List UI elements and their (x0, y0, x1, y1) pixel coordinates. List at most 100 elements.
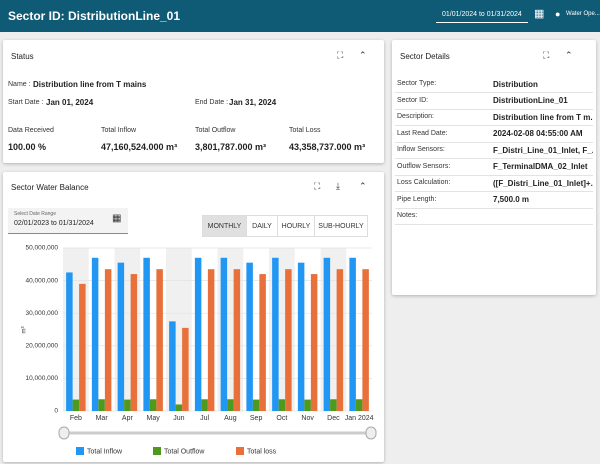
bar (91, 257, 99, 411)
bar (72, 399, 80, 411)
header-date-range[interactable]: 01/01/2024 to 01/31/2024 (436, 11, 528, 23)
status-card (3, 40, 384, 163)
collapse-icon[interactable]: ⌃ (565, 50, 573, 60)
bar (149, 399, 157, 411)
fullscreen-icon[interactable]: ⛶ (337, 50, 344, 60)
legend-swatch (236, 447, 244, 455)
bar (246, 262, 253, 411)
detail-label: Description: (397, 113, 434, 120)
metric-value: 43,358,737.000 m³ (289, 142, 366, 152)
detail-label: Loss Calculation: (397, 179, 451, 186)
bar (278, 399, 286, 411)
row-divider (395, 174, 593, 176)
user-icon[interactable]: ● (555, 9, 561, 19)
bar (169, 321, 176, 411)
detail-value: 2024-02-08 04:55:00 AM (493, 129, 583, 138)
bar (220, 257, 228, 411)
detail-value: F_TerminalDMA_02_Inlet (493, 162, 588, 171)
y-tick-label: 10,000,000 (25, 375, 58, 382)
bar (227, 399, 234, 411)
start-label: Start Date : (8, 99, 44, 106)
bar (98, 399, 105, 411)
details-card (392, 40, 596, 295)
fullscreen-icon[interactable]: ⛶ (543, 50, 550, 60)
bar (252, 399, 260, 411)
detail-value: Distribution line from T m... (493, 112, 593, 122)
bar (79, 283, 86, 411)
range-slider-handle[interactable] (58, 426, 70, 440)
detail-value: 7,500.0 m (493, 195, 530, 204)
name-label: Name : (8, 81, 31, 88)
row-divider (395, 125, 593, 126)
bar (362, 269, 369, 411)
x-tick-label: Oct (276, 415, 287, 422)
range-slider-handle[interactable] (365, 426, 377, 440)
legend-label: Total Inflow (87, 448, 123, 455)
x-tick-label: Jan 2024 (345, 415, 374, 422)
metric-label: Total Outflow (195, 127, 236, 134)
bar (330, 399, 337, 411)
x-tick-label: Apr (122, 415, 134, 422)
header-user[interactable]: Water Ope... (566, 11, 600, 17)
bar (207, 269, 215, 411)
detail-label: Last Read Date: (397, 129, 448, 137)
legend-swatch (76, 447, 84, 455)
fullscreen-icon[interactable]: ⛶ (314, 181, 321, 191)
bar (297, 262, 305, 411)
bar (156, 269, 163, 411)
bar (310, 274, 318, 411)
bar (355, 399, 363, 411)
bar (130, 274, 138, 411)
name-value: Distribution line from T mains (33, 80, 147, 89)
end-value: Jan 31, 2024 (229, 98, 277, 107)
x-tick-label: Mar (96, 415, 109, 422)
bar (336, 269, 344, 411)
row-divider (395, 108, 593, 110)
metric-label: Total Loss (289, 127, 321, 134)
row-divider (395, 158, 593, 159)
y-tick-label: 50,000,000 (25, 245, 58, 252)
x-tick-label: Feb (70, 415, 82, 422)
y-axis-label: m³ (22, 327, 28, 334)
details-title: Sector Details (400, 52, 450, 61)
bar (124, 399, 131, 411)
metric-label: Data Received (8, 127, 54, 134)
y-tick-label: 0 (54, 408, 58, 415)
y-tick-label: 30,000,000 (25, 310, 58, 317)
bar (143, 257, 150, 411)
period-button[interactable]: MONTHLY (202, 215, 247, 237)
bar (194, 257, 202, 411)
header-title: Sector ID: DistributionLine_01 (8, 9, 181, 23)
row-divider (395, 224, 593, 225)
detail-value: Distribution (493, 79, 538, 89)
bar (323, 257, 331, 411)
row-divider (395, 141, 593, 143)
bar (272, 257, 279, 411)
calendar-icon[interactable]: ▦ (112, 213, 122, 224)
legend-label: Total Outflow (164, 448, 205, 455)
detail-label: Outflow Sensors: (397, 162, 451, 170)
bar (104, 269, 112, 411)
date-field[interactable] (8, 208, 128, 234)
legend-label: Total loss (247, 448, 277, 455)
detail-label: Sector Type: (397, 80, 437, 87)
calendar-icon[interactable]: ▦ (534, 8, 545, 20)
start-value: Jan 01, 2024 (46, 98, 94, 107)
detail-label: Inflow Sensors: (397, 146, 445, 153)
y-tick-label: 40,000,000 (25, 277, 58, 284)
header-bar (0, 0, 600, 32)
download-icon[interactable]: ⤓ (336, 181, 340, 191)
collapse-icon[interactable]: ⌃ (359, 181, 367, 191)
metric-label: Total Inflow (101, 127, 137, 134)
x-tick-label: Aug (224, 415, 237, 422)
detail-label: Pipe Length: (397, 195, 437, 203)
date-field-value: 02/01/2023 to 01/31/2024 (14, 220, 94, 227)
collapse-icon[interactable]: ⌃ (359, 50, 367, 60)
period-button[interactable]: SUB-HOURLY (314, 215, 368, 237)
detail-label: Notes: (397, 212, 418, 219)
metric-value: 47,160,524.000 m³ (101, 142, 178, 152)
detail-value: ([F_Distri_Line_01_Inlet]+... (493, 178, 593, 188)
bar (349, 257, 356, 411)
bar (182, 327, 189, 411)
